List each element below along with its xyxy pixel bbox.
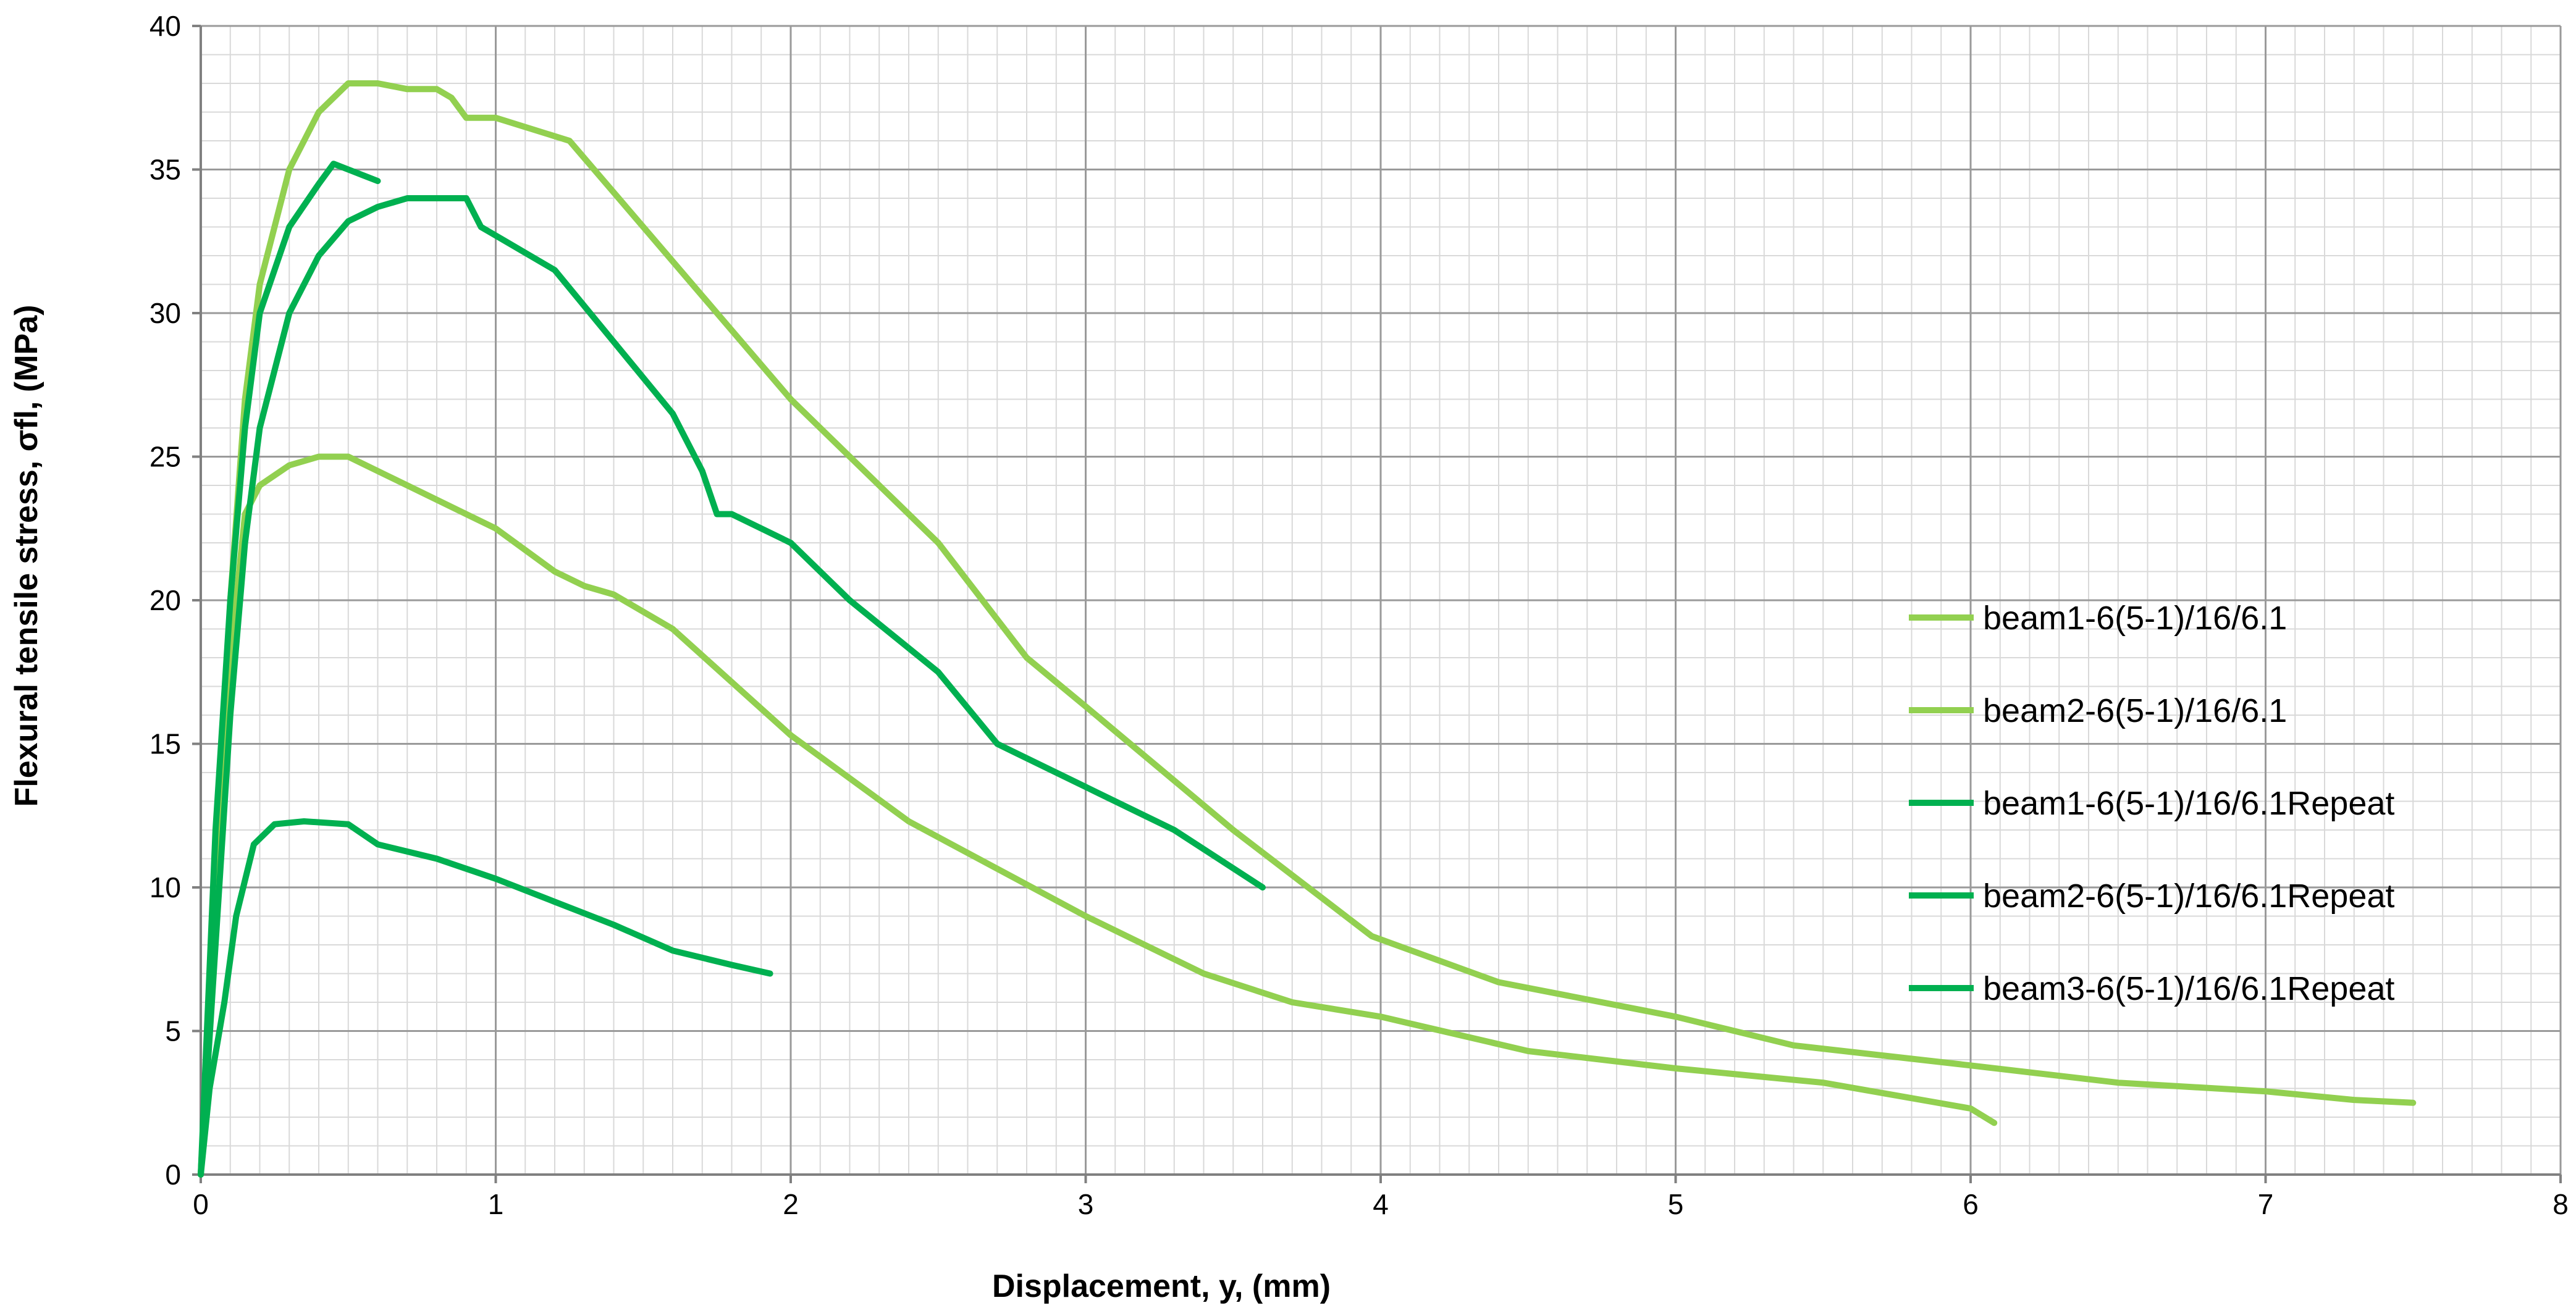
- x-tick-label: 8: [2553, 1188, 2569, 1220]
- y-tick-label: 30: [149, 297, 181, 329]
- x-tick-label: 5: [1668, 1188, 1684, 1220]
- x-tick-label: 3: [1078, 1188, 1094, 1220]
- series-lines: [198, 80, 2417, 1178]
- series-line-2: [198, 453, 1998, 1178]
- x-tick-label: 7: [2258, 1188, 2274, 1220]
- legend-label-4: beam2-6(5-1)/16/6.1Repeat: [1983, 878, 2394, 915]
- y-tick-label: 5: [165, 1015, 181, 1047]
- y-tick-label: 0: [165, 1159, 181, 1191]
- series-line-3: [198, 195, 1266, 1178]
- major-gridlines: [200, 25, 2562, 1176]
- x-tick-label: 0: [193, 1188, 209, 1220]
- x-tick-label: 6: [1963, 1188, 1979, 1220]
- y-tick-label: 25: [149, 441, 181, 473]
- legend-label-1: beam1-6(5-1)/16/6.1: [1983, 600, 2287, 637]
- x-tick-label: 2: [783, 1188, 799, 1220]
- y-tick-label: 35: [149, 154, 181, 186]
- y-tick-label: 40: [149, 10, 181, 42]
- y-axis-title: Flexural tensile stress, σfl, (MPa): [9, 305, 44, 807]
- y-tick-label: 20: [149, 584, 181, 616]
- x-axis-title: Displacement, y, (mm): [992, 1268, 1331, 1304]
- legend-label-3: beam1-6(5-1)/16/6.1Repeat: [1983, 785, 2394, 822]
- legend-label-5: beam3-6(5-1)/16/6.1Repeat: [1983, 970, 2394, 1007]
- y-tick-label: 10: [149, 871, 181, 903]
- legend-label-2: beam2-6(5-1)/16/6.1: [1983, 692, 2287, 729]
- y-tick-labels: 0 5 10 15 20 25 30 35 40: [149, 10, 181, 1191]
- series-line-5: [198, 818, 773, 1178]
- series-line-1: [198, 80, 2417, 1178]
- axes: [192, 25, 2562, 1183]
- x-tick-label: 4: [1373, 1188, 1389, 1220]
- y-tick-label: 15: [149, 728, 181, 760]
- legend: beam1-6(5-1)/16/6.1 beam2-6(5-1)/16/6.1 be…: [1909, 600, 2394, 1007]
- x-tick-labels: 0 1 2 3 4 5 6 7 8: [193, 1188, 2569, 1220]
- x-tick-label: 1: [488, 1188, 504, 1220]
- series-line-4: [198, 161, 381, 1178]
